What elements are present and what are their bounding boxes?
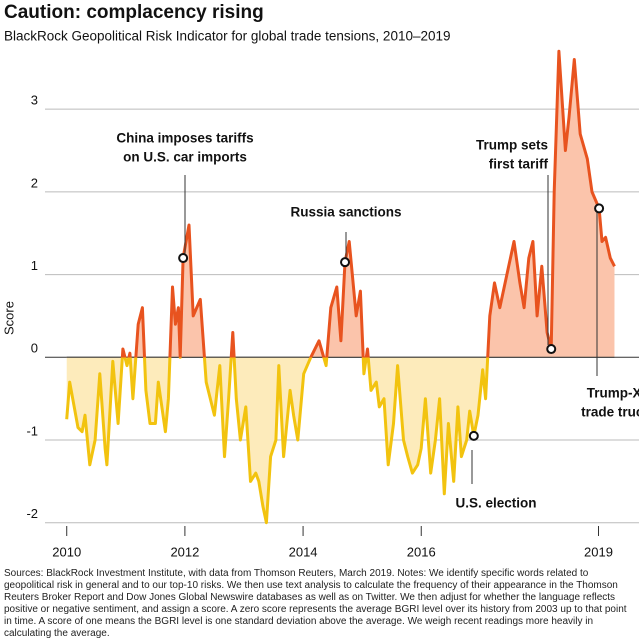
event-marker	[468, 430, 479, 441]
event-marker	[178, 253, 189, 264]
annotation: first tariff	[489, 157, 549, 172]
event-marker	[340, 257, 351, 268]
y-tick-label: 3	[31, 93, 38, 108]
x-tick-label: 2019	[584, 544, 613, 559]
y-tick-label: -2	[26, 506, 38, 521]
chart-subtitle: BlackRock Geopolitical Risk Indicator fo…	[4, 29, 451, 44]
y-tick-label: 0	[31, 341, 38, 356]
x-tick-label: 2012	[170, 544, 199, 559]
x-tick-label: 2016	[407, 544, 436, 559]
annotation: Trump-Xi	[587, 386, 639, 401]
annotation: trade truce	[581, 405, 639, 420]
annotation: U.S. election	[455, 496, 536, 511]
y-tick-label: 1	[31, 258, 38, 273]
x-tick-label: 2014	[289, 544, 318, 559]
event-marker	[546, 344, 557, 355]
annotation: Russia sanctions	[290, 205, 401, 220]
y-tick-label: 2	[31, 175, 38, 190]
chart-title: Caution: complacency rising	[4, 2, 264, 23]
chart: Caution: complacency rising BlackRock Ge…	[1, 2, 639, 559]
y-tick-label: -1	[26, 423, 38, 438]
notes: Sources: BlackRock Investment Institute,…	[4, 568, 627, 639]
line	[65, 49, 616, 525]
area	[66, 51, 615, 523]
event-marker	[594, 203, 605, 214]
annotation: China imposes tariffs	[116, 131, 253, 146]
y-axis-label: Score	[1, 301, 16, 335]
x-tick-label: 2010	[52, 544, 81, 559]
annotation: on U.S. car imports	[123, 150, 247, 165]
annotation: Trump sets	[476, 138, 548, 153]
